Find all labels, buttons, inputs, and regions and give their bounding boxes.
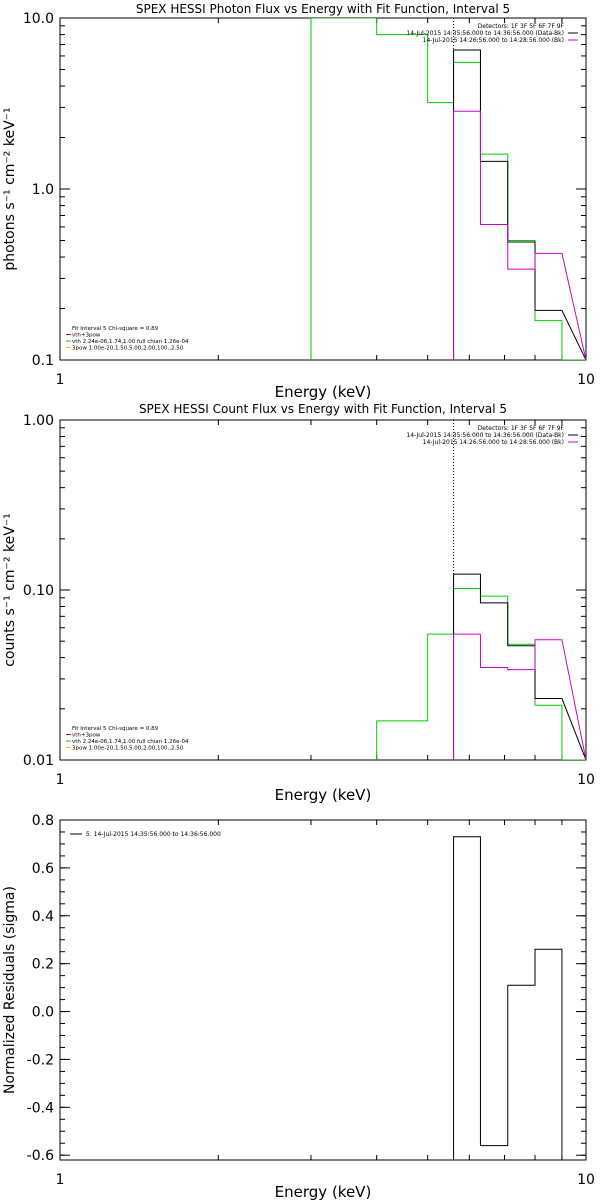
y-tick-label: 1.00: [23, 413, 54, 429]
x-axis-label-1: Energy (keV): [275, 786, 372, 804]
legend-line: vth 2.24e-06,1.74,1.00 full chian 1.26e-…: [72, 739, 189, 745]
x-tick-label: 10: [577, 772, 595, 788]
y-axis-label-0: photons s⁻¹ cm⁻² keV⁻¹: [2, 107, 18, 270]
info-line: 14-Jul-2015 14:26:56.000 to 14:28:56.000…: [423, 439, 564, 446]
series-line-2-0: [453, 836, 586, 1160]
x-tick-label: 10: [577, 372, 595, 388]
x-tick-label: 1: [56, 372, 65, 388]
legend-line: 3pow 1.00e-20,1.50,5.00,2.00,100.,2.50: [72, 346, 184, 352]
y-tick-label: 0.01: [23, 753, 54, 769]
y-axis-label-2: Normalized Residuals (sigma): [2, 886, 18, 1094]
y-tick-label: 0.0: [32, 1005, 54, 1021]
info-line: 14-Jul-2015 14:35:56.000 to 14:36:56.000…: [406, 432, 564, 439]
y-tick-label: 0.2: [32, 957, 54, 973]
info-line: Detectors: 1F 3F 5F 6F 7F 9F: [478, 425, 565, 432]
y-tick-label: 10.0: [23, 11, 54, 27]
y-tick-label: 0.8: [32, 813, 54, 829]
legend-line: vth 2.24e-06,1.74,1.00 full chian 1.26e-…: [72, 339, 189, 345]
plot-frame-2: [59, 819, 587, 1161]
info-line: Detectors: 1F 3F 5F 6F 7F 9F: [478, 23, 565, 30]
y-tick-label: 0.10: [23, 583, 54, 599]
x-tick-label: 10: [577, 1172, 595, 1188]
series-line-1-0: [376, 588, 586, 760]
x-axis-label-2: Energy (keV): [275, 1183, 372, 1200]
legend-line: vth+3pow: [72, 333, 101, 339]
y-tick-label: 0.4: [32, 909, 54, 925]
y-tick-label: 0.1: [32, 353, 54, 369]
y-tick-label: 1.0: [32, 182, 54, 198]
series-line-0-0: [310, 18, 586, 360]
series-line-1-1: [453, 573, 586, 760]
legend-line: 5. 14-Jul-2015 14:35:56.000 to 14:36:56.…: [86, 831, 221, 838]
y-tick-label: -0.2: [27, 1052, 54, 1068]
x-tick-label: 1: [56, 772, 65, 788]
legend-line: Fit Interval 5 Chi-square = 0.89: [72, 326, 159, 332]
info-line: 14-Jul-2015 14:35:56.000 to 14:36:56.000…: [406, 30, 564, 37]
series-line-0-1: [453, 49, 586, 360]
legend-line: vth+3pow: [72, 733, 101, 739]
legend-line: Fit Interval 5 Chi-square = 0.89: [72, 726, 159, 732]
x-axis-label-0: Energy (keV): [275, 383, 372, 401]
chart-title-1: SPEX HESSI Count Flux vs Energy with Fit…: [139, 402, 507, 416]
info-line: 14-Jul-2015 14:26:56.000 to 14:28:56.000…: [423, 37, 564, 44]
y-tick-label: -0.6: [27, 1148, 54, 1164]
series-line-1-2: [453, 633, 586, 760]
chart-title-0: SPEX HESSI Photon Flux vs Energy with Fi…: [136, 2, 510, 16]
series-line-0-2: [453, 110, 586, 360]
legend-line: 3pow 1.00e-20,1.50,5.00,2.00,100.,2.50: [72, 746, 184, 752]
plot-frame-1: [59, 419, 587, 761]
y-axis-label-1: counts s⁻¹ cm⁻² keV⁻¹: [2, 513, 18, 667]
y-tick-label: -0.4: [27, 1100, 54, 1116]
plot-frame-0: [59, 17, 587, 361]
y-tick-label: 0.6: [32, 861, 54, 877]
x-tick-label: 1: [56, 1172, 65, 1188]
